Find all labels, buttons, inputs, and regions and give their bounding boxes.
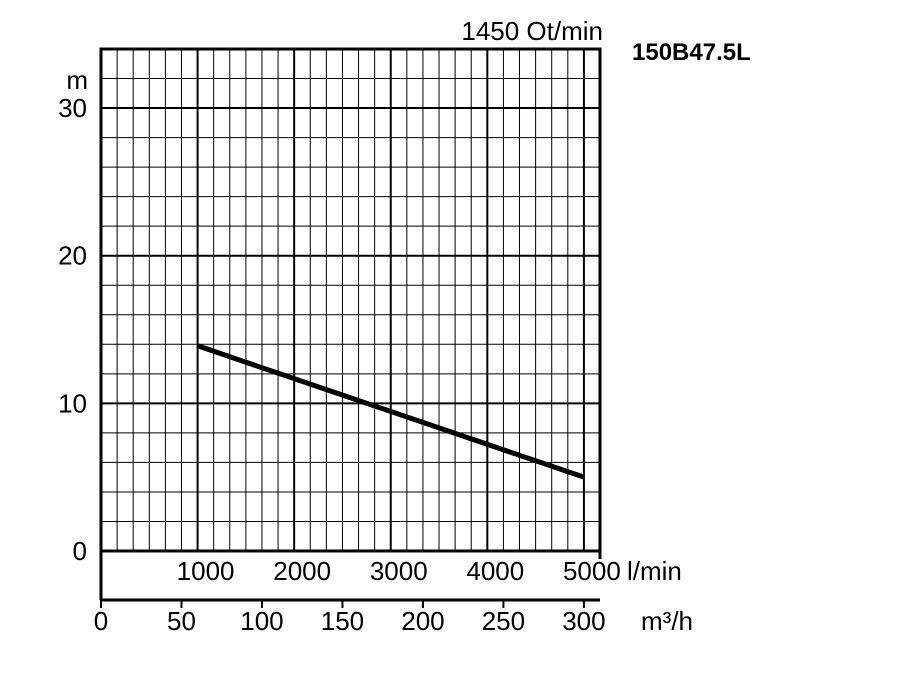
m3h-tick-label: 150 — [321, 606, 364, 636]
y-tick-labels: 0 10 20 30 — [58, 93, 87, 566]
grid — [101, 49, 600, 551]
y-tick-label: 0 — [73, 536, 87, 566]
plot-frame — [99, 47, 602, 608]
y-tick-label: 30 — [58, 93, 87, 123]
m3h-tick-label: 100 — [240, 606, 283, 636]
m3h-tick-label: 300 — [562, 606, 605, 636]
lmin-tick-label: 5000 — [563, 556, 621, 586]
x-tick-labels-m3h: 0 50 100 150 200 250 300 — [94, 606, 606, 636]
lmin-tick-label: 4000 — [466, 556, 524, 586]
y-axis-unit: m — [66, 65, 88, 95]
lmin-tick-label: 3000 — [370, 556, 428, 586]
m3h-tick-label: 200 — [401, 606, 444, 636]
head-flow-curve — [196, 343, 585, 480]
m3h-tick-label: 250 — [482, 606, 525, 636]
plot-border — [99, 47, 602, 553]
lmin-tick-label: 2000 — [273, 556, 331, 586]
chart-title: 1450 Ot/min — [461, 16, 603, 46]
pump-model-label: 150B47.5L — [632, 39, 751, 66]
m3h-tick-label: 50 — [167, 606, 196, 636]
x-axis-unit-m3h: m³/h — [641, 606, 693, 636]
curve-layer — [196, 343, 585, 480]
y-tick-label: 10 — [58, 388, 87, 418]
x-axis-unit-lmin: l/min — [627, 556, 682, 586]
lmin-tick-label: 1000 — [177, 556, 235, 586]
y-tick-label: 20 — [58, 241, 87, 271]
m3h-tick-label: 0 — [94, 606, 108, 636]
x-tick-labels-lmin: 1000 2000 3000 4000 5000 — [177, 556, 621, 586]
